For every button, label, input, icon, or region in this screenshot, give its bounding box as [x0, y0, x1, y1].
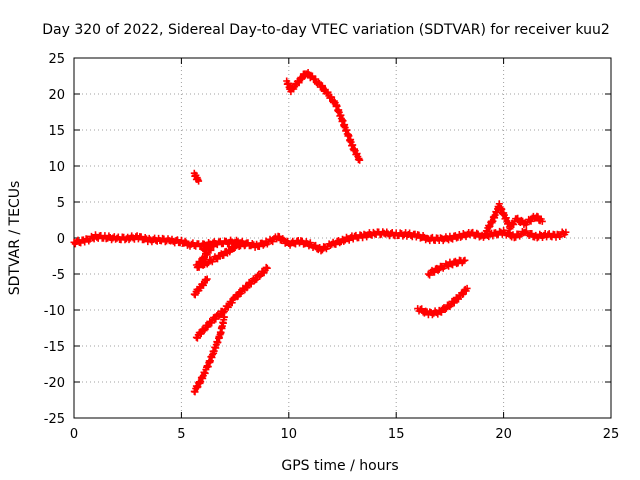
chart-title: Day 320 of 2022, Sidereal Day-to-day VTE…	[42, 22, 610, 38]
series-near-zero-band	[70, 227, 570, 255]
series-markers	[283, 69, 364, 164]
x-tick-label: 10	[281, 427, 298, 442]
y-tick-label: -25	[44, 412, 65, 427]
series-shallow-rise	[192, 239, 250, 271]
y-tick-label: 20	[48, 88, 65, 103]
y-tick-label: 0	[57, 232, 65, 247]
y-tick-label: -5	[52, 268, 65, 283]
series-segment-near-4	[424, 256, 469, 279]
x-tick-label: 0	[70, 427, 78, 442]
series-markers	[192, 239, 250, 271]
x-tick-label: 5	[177, 427, 185, 442]
y-tick-label: 25	[48, 52, 65, 67]
series-markers	[192, 263, 271, 342]
y-axis-label: SDTVAR / TECUs	[7, 181, 23, 296]
series-high-arc	[283, 69, 364, 164]
x-tick-label: 20	[495, 427, 512, 442]
y-tick-label: 10	[48, 160, 65, 175]
series-markers	[70, 227, 570, 255]
series-deepest-segment	[190, 313, 228, 396]
y-tick-label: -15	[44, 340, 65, 355]
x-axis-label: GPS time / hours	[281, 458, 398, 474]
series-short-segment	[190, 275, 211, 299]
series-markers	[414, 284, 471, 319]
series-rise-after-20-h	[482, 200, 546, 235]
series-markers	[190, 275, 211, 299]
series-markers	[190, 169, 203, 185]
series-markers	[424, 256, 469, 279]
series-isolated-cluster	[190, 169, 203, 185]
y-tick-label: 15	[48, 124, 65, 139]
y-tick-label: -10	[44, 304, 65, 319]
x-tick-label: 15	[388, 427, 405, 442]
series-markers	[482, 200, 546, 235]
series-steep-rise	[192, 263, 271, 342]
tick-layer: 0 5 10 15 20 25 -25 -20 -15 -10 -5 0 5 10 15 20 25	[44, 52, 620, 442]
y-tick-label: -20	[44, 376, 65, 391]
series-markers	[190, 313, 228, 396]
y-tick-label: 5	[57, 196, 65, 211]
series-dip-near-16-h	[414, 284, 471, 319]
points-layer	[70, 69, 570, 396]
x-tick-label: 25	[603, 427, 620, 442]
